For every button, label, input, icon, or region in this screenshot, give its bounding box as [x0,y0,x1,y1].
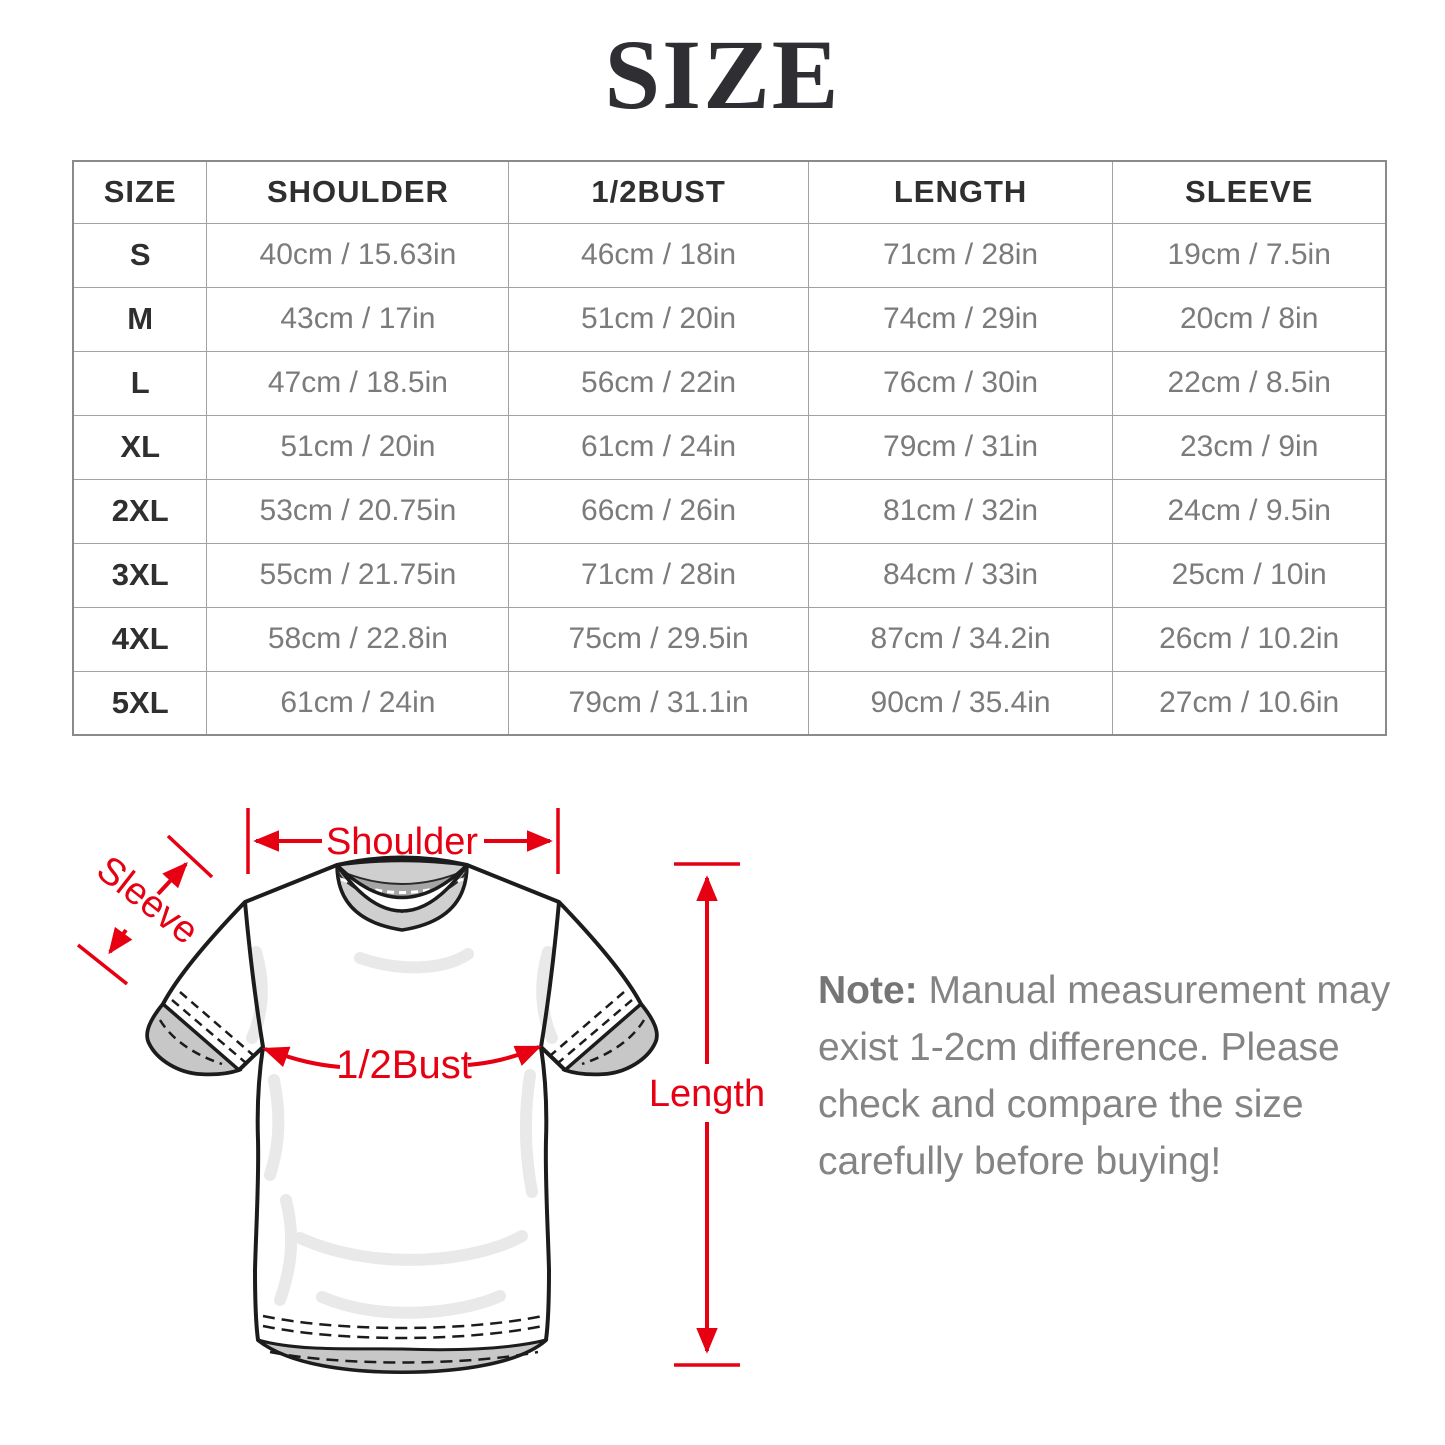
table-row: 2XL 53cm / 20.75in 66cm / 26in 81cm / 32… [72,478,1387,544]
cell-size: 4XL [72,606,208,672]
length-arrow [674,862,740,1367]
cell-shoulder: 40cm / 15.63in [206,222,510,288]
cell-size: S [72,222,208,288]
cell-bust: 51cm / 20in [508,286,809,352]
cell-sleeve: 25cm / 10in [1112,542,1387,608]
table-row: 3XL 55cm / 21.75in 71cm / 28in 84cm / 33… [72,542,1387,608]
cell-length: 84cm / 33in [807,542,1114,608]
table-row: L 47cm / 18.5in 56cm / 22in 76cm / 30in … [72,350,1387,416]
sleeve-arrow [76,834,214,986]
note-line: exist 1-2cm difference. Please [818,1026,1340,1069]
cell-bust: 79cm / 31.1in [508,670,809,736]
length-label: Length [649,1073,765,1115]
cell-bust: 56cm / 22in [508,350,809,416]
right-sleeve-seam [539,901,561,1048]
sleeve-label: Sleeve [89,848,206,953]
size-table: SIZE SHOULDER 1/2BUST LENGTH SLEEVE S 40… [72,160,1387,736]
cell-sleeve: 20cm / 8in [1112,286,1387,352]
shoulder-arrow [246,808,560,874]
page-title: SIZE [604,19,841,130]
header-length: LENGTH [807,160,1114,224]
cell-bust: 71cm / 28in [508,542,809,608]
cell-size: XL [72,414,208,480]
header-bust: 1/2BUST [508,160,809,224]
cell-bust: 46cm / 18in [508,222,809,288]
cell-sleeve: 24cm / 9.5in [1112,478,1387,544]
cell-length: 76cm / 30in [807,350,1114,416]
cell-sleeve: 23cm / 9in [1112,414,1387,480]
cell-size: M [72,286,208,352]
table-row: 4XL 58cm / 22.8in 75cm / 29.5in 87cm / 3… [72,606,1387,672]
cell-length: 79cm / 31in [807,414,1114,480]
cell-size: L [72,350,208,416]
tshirt-cuffs [145,991,659,1076]
cell-length: 90cm / 35.4in [807,670,1114,736]
tshirt-body-outline [145,855,659,1374]
cell-shoulder: 43cm / 17in [206,286,510,352]
tshirt-measurement-diagram: Shoulder Sleeve 1/2Bust Length [76,808,765,1374]
table-row: XL 51cm / 20in 61cm / 24in 79cm / 31in 2… [72,414,1387,480]
table-row: 5XL 61cm / 24in 79cm / 31.1in 90cm / 35.… [72,670,1387,736]
cell-sleeve: 22cm / 8.5in [1112,350,1387,416]
note-label: Note: [818,969,918,1012]
cell-size: 3XL [72,542,208,608]
cell-length: 74cm / 29in [807,286,1114,352]
cell-shoulder: 58cm / 22.8in [206,606,510,672]
cell-length: 87cm / 34.2in [807,606,1114,672]
note-line: carefully before buying! [818,1140,1222,1183]
measurement-annotations [76,808,740,1367]
cell-bust: 75cm / 29.5in [508,606,809,672]
header-sleeve: SLEEVE [1112,160,1387,224]
header-size: SIZE [72,160,208,224]
header-shoulder: SHOULDER [206,160,510,224]
bust-label: 1/2Bust [336,1043,472,1087]
measurement-note: Note: Manual measurement may exist 1-2cm… [818,962,1390,1190]
note-line: Note: Manual measurement may [818,962,1390,1019]
note-text: Manual measurement may [928,969,1391,1012]
cell-length: 81cm / 32in [807,478,1114,544]
table-row: S 40cm / 15.63in 46cm / 18in 71cm / 28in… [72,222,1387,288]
cell-shoulder: 55cm / 21.75in [206,542,510,608]
cell-sleeve: 26cm / 10.2in [1112,606,1387,672]
bust-arrow [262,1045,542,1069]
tshirt-wrinkles [246,946,558,1319]
cell-length: 71cm / 28in [807,222,1114,288]
cell-sleeve: 27cm / 10.6in [1112,670,1387,736]
tshirt-collar [335,858,469,932]
cell-shoulder: 51cm / 20in [206,414,510,480]
cell-size: 5XL [72,670,208,736]
note-line: check and compare the size [818,1083,1304,1126]
cell-sleeve: 19cm / 7.5in [1112,222,1387,288]
table-header-row: SIZE SHOULDER 1/2BUST LENGTH SLEEVE [72,160,1387,224]
shoulder-label: Shoulder [326,821,478,863]
cell-bust: 61cm / 24in [508,414,809,480]
tshirt-hem [257,1314,547,1374]
cell-shoulder: 61cm / 24in [206,670,510,736]
tshirt-graphic [145,855,659,1374]
cell-size: 2XL [72,478,208,544]
cell-shoulder: 53cm / 20.75in [206,478,510,544]
cell-bust: 66cm / 26in [508,478,809,544]
cell-shoulder: 47cm / 18.5in [206,350,510,416]
table-row: M 43cm / 17in 51cm / 20in 74cm / 29in 20… [72,286,1387,352]
left-sleeve-seam [243,901,265,1048]
